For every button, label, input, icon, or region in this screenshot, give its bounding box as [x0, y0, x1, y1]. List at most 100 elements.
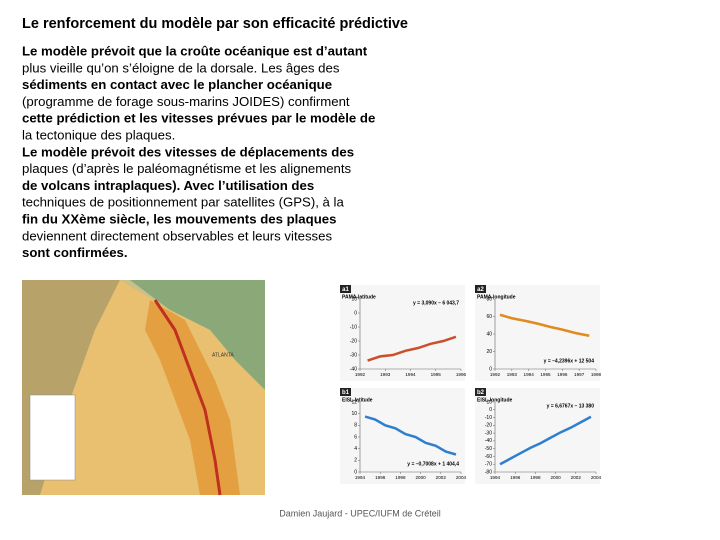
- chart-title: EISL-longitude: [477, 397, 512, 403]
- map: ATLANTA: [22, 280, 265, 496]
- x-tick-label: 2004: [456, 475, 467, 480]
- x-tick-label: 2000: [550, 475, 561, 480]
- text-line: sédiments en contact avec le plancher oc…: [22, 77, 332, 92]
- x-tick-label: 1995: [431, 372, 442, 377]
- y-tick-label: -10: [350, 324, 357, 330]
- data-line: [499, 313, 590, 337]
- y-tick-label: -40: [350, 366, 357, 372]
- x-tick-label: 1992: [355, 372, 366, 377]
- x-tick-label: 1998: [530, 475, 541, 480]
- y-tick-label: 4: [354, 446, 357, 452]
- x-tick-label: 2000: [415, 475, 426, 480]
- text-line: (programme de forage sous-marins JOIDES)…: [22, 94, 350, 109]
- text-line: sont confirmées.: [22, 245, 128, 260]
- y-tick-label: 10: [351, 296, 357, 302]
- x-tick-label: 1994: [490, 475, 501, 480]
- y-tick-label: 60: [486, 314, 492, 320]
- chart-background: [340, 388, 465, 484]
- y-tick-label: 0: [354, 310, 357, 316]
- y-tick-label: 0: [489, 366, 492, 372]
- x-tick-label: 1996: [510, 475, 521, 480]
- y-tick-label: -20: [485, 423, 492, 429]
- x-tick-label: 1993: [380, 372, 391, 377]
- y-tick-label: 10: [486, 399, 492, 405]
- tag-box: [340, 388, 351, 396]
- text-line: Le modèle prévoit que la croûte océaniqu…: [22, 43, 368, 58]
- y-tick-label: 0: [354, 469, 357, 475]
- text-line: plaques (d’après le paléomagnétisme et l…: [22, 161, 352, 176]
- y-tick-label: 6: [354, 434, 357, 440]
- chart-background: [475, 388, 600, 484]
- x-tick-label: 1996: [456, 372, 467, 377]
- text-line: Le modèle prévoit des vitesses de déplac…: [22, 144, 354, 159]
- x-tick-label: 1997: [574, 372, 585, 377]
- map-label: ATLANTA: [212, 352, 234, 358]
- x-tick-label: 2002: [436, 475, 447, 480]
- chart-title: PAMA-longitude: [477, 294, 516, 300]
- y-tick-label: 2: [354, 458, 357, 464]
- tag-box: [340, 285, 351, 293]
- chart-tag: b2: [477, 390, 485, 396]
- text-line: plus vieille qu’on s’éloigne de la dorsa…: [22, 60, 340, 75]
- equation: y = –0,7008x + 1 404,4: [407, 461, 459, 467]
- x-tick-label: 1994: [524, 372, 535, 377]
- equation: y = 3,090x – 6 043,7: [413, 300, 459, 306]
- y-tick-label: -10: [485, 415, 492, 421]
- chart-tag: a1: [342, 287, 349, 293]
- data-line: [367, 335, 457, 362]
- y-tick-label: 40: [486, 331, 492, 337]
- y-tick-label: 8: [354, 423, 357, 429]
- data-line: [364, 415, 457, 456]
- chart-title: PAMA-latitude: [342, 294, 376, 300]
- y-tick-label: 20: [486, 349, 492, 355]
- y-tick-label: -30: [350, 352, 357, 358]
- map-ridge: [153, 299, 222, 496]
- x-tick-label: 1995: [540, 372, 551, 377]
- footer: Damien Jaujard - UPEC/IUFM de Créteil: [279, 508, 441, 518]
- slide-title: Le renforcement du modèle par son effica…: [22, 16, 408, 32]
- tag-box: [475, 388, 486, 396]
- y-tick-label: 12: [351, 399, 357, 405]
- x-tick-label: 1996: [557, 372, 568, 377]
- chart-tag: a2: [477, 287, 484, 293]
- x-tick-label: 1994: [405, 372, 416, 377]
- map-legend: [29, 394, 76, 481]
- data-line: [499, 415, 592, 466]
- y-tick-label: 0: [489, 407, 492, 413]
- equation: y = –4,2396x + 12 504: [544, 358, 595, 364]
- map-stripes: [145, 300, 240, 495]
- y-tick-label: -30: [485, 430, 492, 436]
- x-tick-label: 1992: [490, 372, 501, 377]
- x-tick-label: 2002: [571, 475, 582, 480]
- chart-tag: b1: [342, 390, 350, 396]
- y-tick-label: -80: [485, 469, 492, 475]
- y-tick-label: 80: [486, 296, 492, 302]
- text-line: fin du XXème siècle, les mouvements des …: [22, 211, 336, 226]
- equation: y = 6,6767x – 13 380: [547, 403, 595, 409]
- text-line: cette prédiction et les vitesses prévues…: [22, 111, 375, 126]
- map-land: [130, 280, 265, 390]
- y-tick-label: -40: [485, 438, 492, 444]
- y-tick-label: -20: [350, 338, 357, 344]
- chart-title: EISL-latitude: [342, 397, 373, 403]
- chart-background: [340, 285, 465, 381]
- x-tick-label: 1993: [507, 372, 518, 377]
- x-tick-label: 1998: [395, 475, 406, 480]
- x-tick-label: 1998: [591, 372, 602, 377]
- y-tick-label: -70: [485, 462, 492, 468]
- text-line: de volcans intraplaques). Avec l’utilisa…: [22, 178, 314, 193]
- text-line: la tectonique des plaques.: [22, 127, 175, 142]
- tag-box: [475, 285, 486, 293]
- x-tick-label: 1996: [375, 475, 386, 480]
- y-tick-label: -60: [485, 454, 492, 460]
- y-tick-label: 10: [351, 411, 357, 417]
- x-tick-label: 2004: [591, 475, 602, 480]
- text-line: deviennent directement observables et le…: [22, 228, 332, 243]
- text-line: techniques de positionnement par satelli…: [22, 195, 344, 210]
- x-tick-label: 1994: [355, 475, 366, 480]
